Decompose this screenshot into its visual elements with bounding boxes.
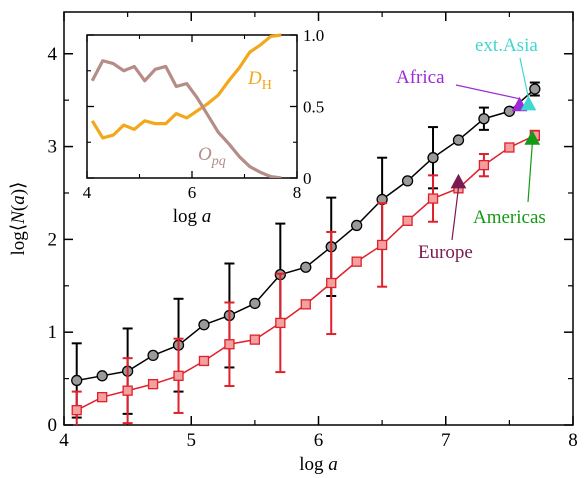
inset-plot: 4 6 80 0.5 1.0 log a DH Opq <box>83 26 325 227</box>
data-point <box>249 334 261 345</box>
annotation-arrow <box>451 187 460 241</box>
data-point <box>97 392 108 403</box>
region-marker <box>450 173 467 189</box>
inset-x-tick-label: 6 <box>188 183 197 202</box>
inset-series-line-0 <box>90 33 282 140</box>
inset-frame <box>86 34 298 179</box>
y-tick-label: 3 <box>48 137 58 158</box>
inset-series-label: Opq <box>198 144 226 169</box>
y-tick-label: 4 <box>48 44 58 65</box>
data-point <box>326 277 337 289</box>
x-tick-label: 7 <box>441 430 451 451</box>
data-point <box>249 297 261 310</box>
inset-series-line-1 <box>90 59 282 178</box>
region-label: ext.Asia <box>475 35 538 56</box>
region-label: Americas <box>473 207 546 228</box>
annotation-arrow <box>527 144 533 203</box>
data-point <box>427 193 439 204</box>
annotation-arrow <box>455 84 520 100</box>
x-tick-label: 6 <box>314 430 324 451</box>
inset-x-axis-label: log a <box>173 206 212 227</box>
x-tick-label: 4 <box>59 430 69 451</box>
data-point <box>71 374 83 387</box>
data-point <box>401 175 414 187</box>
inset-series-label: DH <box>247 68 272 93</box>
data-point <box>198 319 210 331</box>
data-point <box>224 339 235 350</box>
data-point <box>478 113 490 125</box>
y-tick-label: 0 <box>48 415 58 436</box>
data-point <box>529 83 541 95</box>
data-point <box>198 355 210 367</box>
y-tick-label: 2 <box>48 229 58 250</box>
data-point <box>300 261 312 273</box>
y-tick-label: 1 <box>48 322 58 343</box>
x-axis-label: log a <box>299 454 338 475</box>
data-point <box>478 159 490 171</box>
data-point <box>351 219 363 232</box>
inset-y-tick-label: 0 <box>303 169 312 188</box>
inset-y-tick-label: 0.5 <box>303 98 324 117</box>
region-marker <box>520 95 537 111</box>
x-tick-label: 8 <box>568 430 578 451</box>
data-point <box>147 349 159 362</box>
data-point <box>173 370 184 381</box>
data-point <box>96 370 108 382</box>
x-tick-label: 5 <box>187 430 197 451</box>
data-point <box>71 405 82 416</box>
data-point <box>275 317 286 329</box>
data-point <box>300 299 311 310</box>
data-point <box>147 379 159 390</box>
region-label: Europe <box>418 242 473 263</box>
data-point <box>427 152 439 164</box>
data-point <box>376 239 388 251</box>
region-label: Africa <box>396 67 445 88</box>
annotation-arrow <box>519 57 530 99</box>
inset-y-tick-label: 1.0 <box>303 26 324 45</box>
data-point <box>504 142 515 153</box>
inset-x-tick-label: 4 <box>83 183 92 202</box>
data-point <box>452 134 465 146</box>
data-point <box>122 385 133 396</box>
data-point <box>351 256 362 267</box>
y-axis-label: log⟨N(a)⟩ <box>8 182 29 256</box>
data-point <box>402 215 413 226</box>
inset-x-tick-label: 8 <box>293 183 302 202</box>
